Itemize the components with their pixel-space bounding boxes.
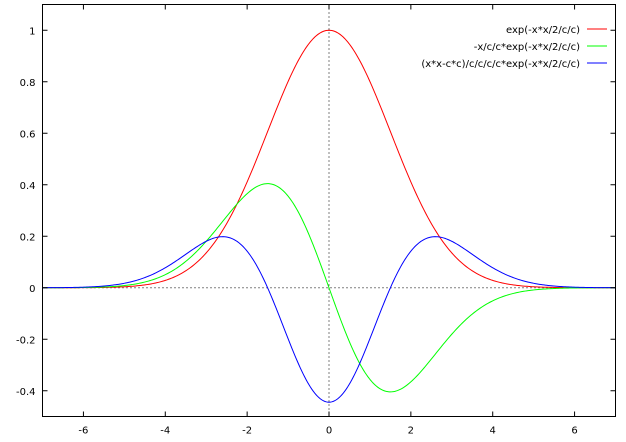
- y-tick-label: 0.2: [20, 232, 36, 243]
- legend-label: -x/c/c*exp(-x*x/2/c/c): [474, 42, 580, 53]
- x-tick-label: 0: [326, 426, 332, 437]
- series-line-1: [42, 29, 616, 289]
- legend: exp(-x*x/2/c/c) -x/c/c*exp(-x*x/2/c/c) (x*…: [421, 25, 607, 70]
- y-tick-label: 0.8: [20, 78, 36, 89]
- y-tick-label: -0.4: [16, 387, 36, 398]
- series-line-3: [42, 236, 616, 403]
- x-tick-label: -6: [78, 426, 88, 437]
- curves: [42, 29, 616, 403]
- y-tick-label: 0.6: [20, 129, 36, 140]
- x-tick-label: 2: [408, 426, 414, 437]
- series-line-2: [42, 183, 616, 393]
- y-tick-label: 0: [29, 284, 35, 295]
- ticks: -6 -4 -2 0 2 4 6 -0.4 -0.2 0 0.2 0.4 0.6 0.8 1: [16, 4, 616, 437]
- y-tick-label: 1: [29, 26, 35, 37]
- x-tick-label: -2: [242, 426, 252, 437]
- x-tick-label: -4: [160, 426, 170, 437]
- x-tick-label: 4: [490, 426, 496, 437]
- y-tick-label: -0.2: [16, 335, 36, 346]
- y-tick-label: 0.4: [20, 181, 36, 192]
- legend-label: exp(-x*x/2/c/c): [506, 25, 580, 36]
- x-tick-label: 6: [571, 426, 577, 437]
- legend-label: (x*x-c*c)/c/c/c/c*exp(-x*x/2/c/c): [421, 59, 580, 70]
- zero-axes: [42, 4, 616, 417]
